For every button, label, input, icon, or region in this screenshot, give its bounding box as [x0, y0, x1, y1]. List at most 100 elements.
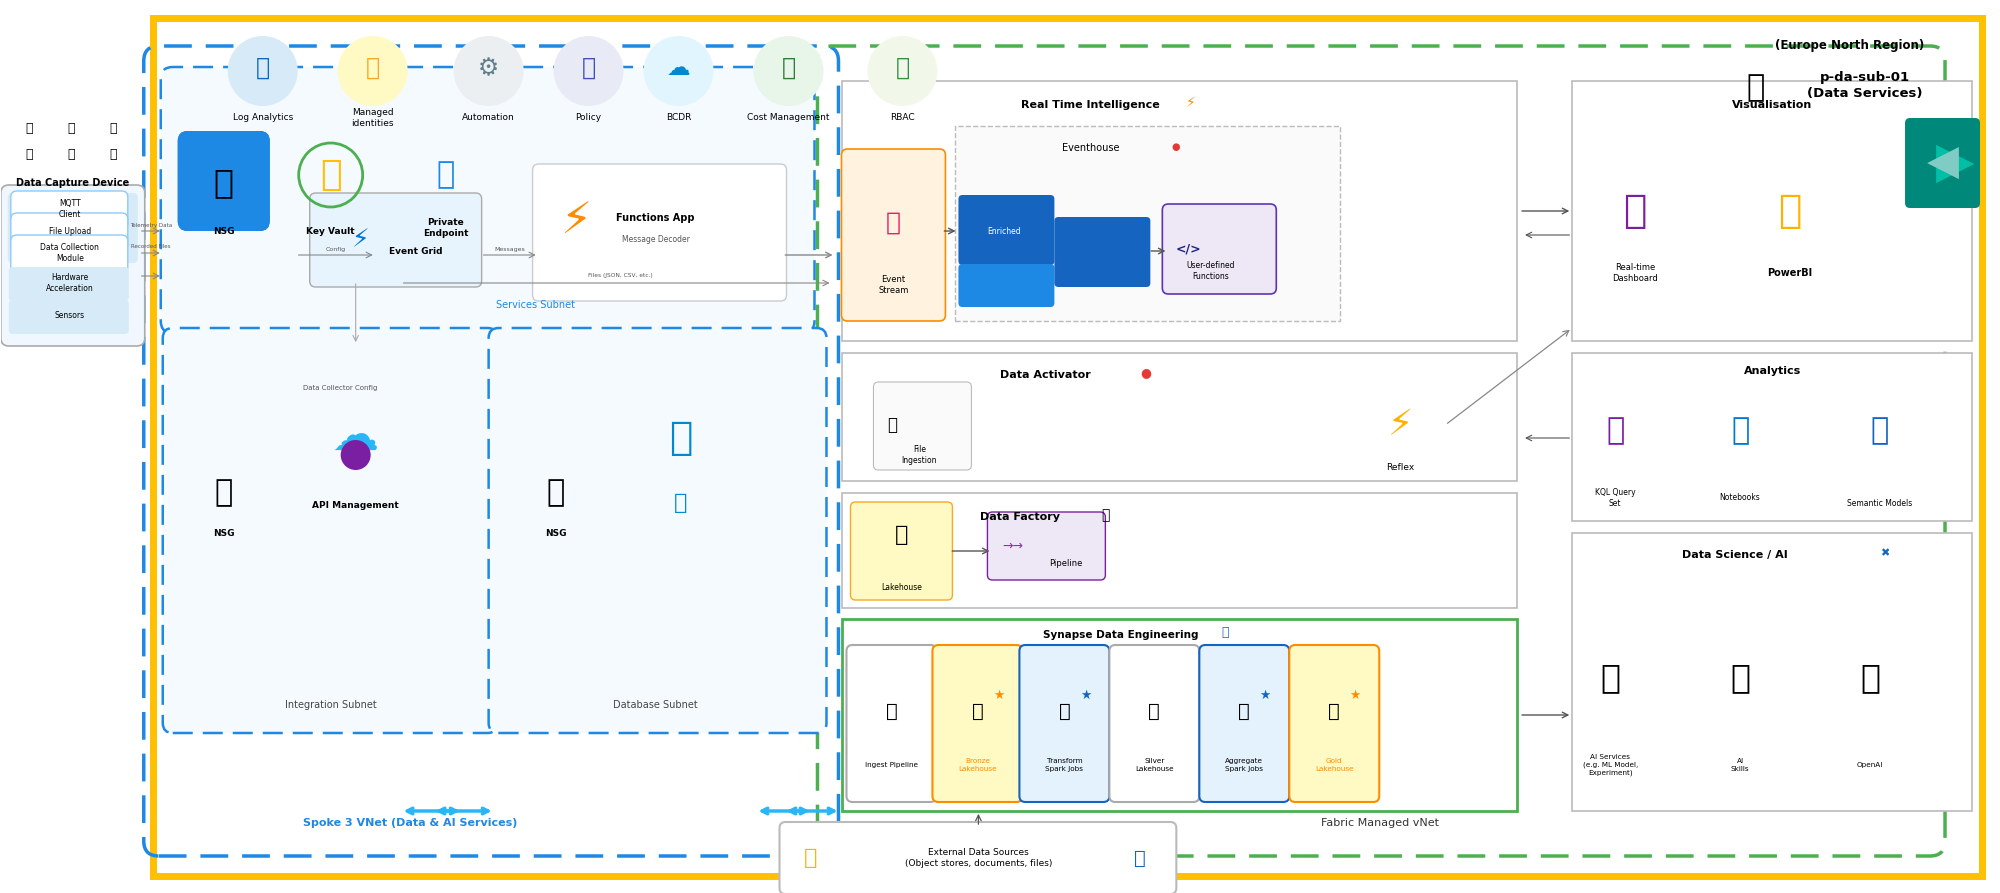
Text: Transform
Spark Jobs: Transform Spark Jobs: [1046, 758, 1084, 772]
Text: 🌱: 🌱: [1102, 508, 1110, 522]
Text: Notebooks: Notebooks: [1720, 494, 1760, 503]
Text: 📊: 📊: [256, 56, 270, 80]
Text: Aggregate
Spark Jobs: Aggregate Spark Jobs: [1226, 758, 1264, 772]
Text: 🌸: 🌸: [886, 211, 900, 235]
Text: ⚡: ⚡: [560, 199, 592, 243]
FancyBboxPatch shape: [1162, 204, 1276, 294]
Text: MQTT
Client: MQTT Client: [58, 199, 80, 219]
Circle shape: [228, 36, 298, 106]
FancyBboxPatch shape: [178, 131, 270, 231]
FancyBboxPatch shape: [162, 328, 498, 733]
Text: Silver
Lakehouse: Silver Lakehouse: [1136, 758, 1174, 772]
Text: Spoke 3 VNet (Data & AI Services): Spoke 3 VNet (Data & AI Services): [304, 818, 518, 828]
Text: Log Analytics: Log Analytics: [232, 113, 292, 122]
FancyBboxPatch shape: [10, 235, 128, 273]
Text: 💲: 💲: [782, 56, 796, 80]
Text: ☁: ☁: [666, 56, 690, 80]
Text: Pipeline: Pipeline: [1048, 558, 1082, 567]
Text: Data Collection
Module: Data Collection Module: [40, 243, 100, 263]
Text: Managed
identities: Managed identities: [352, 108, 394, 128]
Circle shape: [644, 36, 714, 106]
Text: (Europe North Region): (Europe North Region): [1776, 39, 1924, 53]
Text: Data Capture Device: Data Capture Device: [16, 178, 130, 188]
Text: AI
Skills: AI Skills: [1730, 758, 1750, 772]
Text: 🏠: 🏠: [1328, 702, 1340, 721]
Text: 🌐: 🌐: [668, 419, 692, 457]
Text: 🔑: 🔑: [320, 158, 342, 192]
Text: File Upload: File Upload: [48, 227, 90, 236]
Circle shape: [754, 36, 824, 106]
FancyBboxPatch shape: [874, 382, 972, 470]
FancyBboxPatch shape: [1290, 645, 1380, 802]
Text: Visualisation: Visualisation: [1732, 100, 1812, 110]
Text: 🏠: 🏠: [1148, 702, 1160, 721]
Text: ★: ★: [992, 689, 1004, 702]
Text: 🌀: 🌀: [1860, 662, 1880, 695]
Text: PowerBI: PowerBI: [1768, 268, 1812, 278]
Text: Private
Endpoint: Private Endpoint: [422, 218, 468, 238]
Text: Cost Management: Cost Management: [748, 113, 830, 122]
Text: 🔗: 🔗: [1870, 416, 1890, 446]
Text: Event
Stream: Event Stream: [878, 275, 908, 295]
FancyBboxPatch shape: [8, 267, 128, 301]
Text: Eventhouse: Eventhouse: [1062, 143, 1120, 153]
Text: Hardware
Acceleration: Hardware Acceleration: [46, 273, 94, 293]
Text: Synapse Data Engineering: Synapse Data Engineering: [1042, 630, 1198, 640]
Text: Event Grid: Event Grid: [388, 246, 442, 255]
Text: ◀: ◀: [1928, 142, 1960, 184]
FancyBboxPatch shape: [532, 164, 786, 301]
Text: 🏠: 🏠: [886, 702, 898, 721]
Text: 🚁: 🚁: [26, 148, 32, 162]
Text: Recorded Files: Recorded Files: [132, 245, 170, 249]
Text: NSG: NSG: [212, 529, 234, 538]
Text: Sensors: Sensors: [54, 312, 84, 321]
Bar: [842, 619, 1518, 811]
Text: 🗄: 🗄: [674, 493, 688, 513]
Text: 🛩: 🛩: [68, 148, 74, 162]
FancyBboxPatch shape: [8, 193, 138, 263]
Text: 📊: 📊: [1778, 192, 1802, 230]
Bar: [842, 353, 1518, 481]
FancyBboxPatch shape: [488, 328, 826, 733]
Text: Integration Subnet: Integration Subnet: [284, 700, 376, 710]
Text: Gold
Lakehouse: Gold Lakehouse: [1314, 758, 1354, 772]
Text: 🔵: 🔵: [1222, 627, 1230, 639]
FancyBboxPatch shape: [842, 149, 946, 321]
Text: ⚙: ⚙: [478, 56, 500, 80]
Text: ☁: ☁: [332, 415, 380, 461]
FancyBboxPatch shape: [160, 67, 814, 333]
Text: Real-time
Dashboard: Real-time Dashboard: [1612, 263, 1658, 283]
Text: </>: </>: [1176, 243, 1202, 255]
Text: Semantic Models: Semantic Models: [1848, 498, 1912, 507]
FancyBboxPatch shape: [1906, 118, 1980, 208]
Text: ✖: ✖: [1880, 548, 1890, 558]
FancyBboxPatch shape: [310, 193, 482, 287]
Text: Services Subnet: Services Subnet: [496, 300, 576, 310]
Text: 🔑: 🔑: [366, 56, 380, 80]
Bar: [956, 126, 1340, 321]
Text: User-defined
Functions: User-defined Functions: [1186, 261, 1234, 281]
Text: Bronze
Lakehouse: Bronze Lakehouse: [958, 758, 996, 772]
Text: Functions App: Functions App: [616, 213, 694, 223]
Text: 🔑: 🔑: [1746, 73, 1764, 103]
Text: 🚗: 🚗: [26, 121, 32, 135]
Text: File
Ingestion: File Ingestion: [902, 445, 938, 465]
Text: 🏠: 🏠: [1058, 702, 1070, 721]
Text: 👤: 👤: [896, 56, 910, 80]
Text: Data Science / AI: Data Science / AI: [1682, 550, 1788, 560]
Circle shape: [340, 440, 370, 470]
Text: Analytics: Analytics: [1744, 366, 1800, 376]
Text: Telemetry Data: Telemetry Data: [130, 222, 172, 228]
Text: RBAC: RBAC: [890, 113, 914, 122]
Circle shape: [454, 36, 524, 106]
Text: Automation: Automation: [462, 113, 514, 122]
Text: 🏠: 🏠: [110, 148, 116, 162]
Text: NSG: NSG: [212, 227, 234, 236]
Text: ▶: ▶: [1936, 139, 1974, 187]
Text: 🤖: 🤖: [1600, 662, 1620, 695]
FancyBboxPatch shape: [0, 185, 144, 346]
FancyBboxPatch shape: [780, 822, 1176, 893]
Text: 📋: 📋: [1606, 416, 1624, 446]
Text: Fabric Managed vNet: Fabric Managed vNet: [1322, 818, 1440, 828]
Text: 🕐: 🕐: [1624, 192, 1646, 230]
